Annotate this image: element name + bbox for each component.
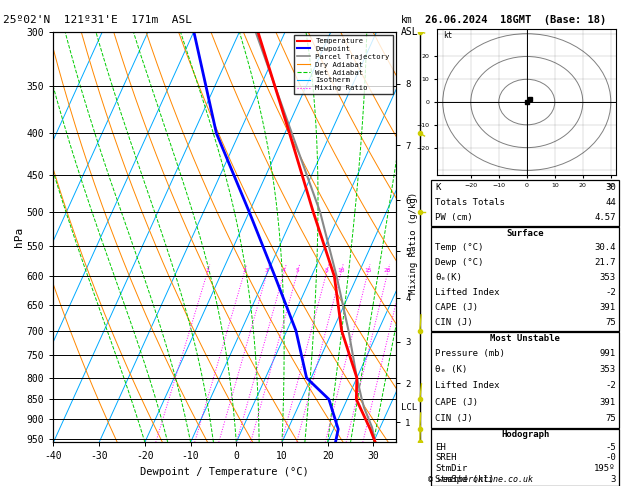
Text: SREH: SREH bbox=[435, 453, 457, 462]
Text: 353: 353 bbox=[599, 365, 616, 374]
Text: K: K bbox=[435, 183, 441, 192]
Text: StmDir: StmDir bbox=[435, 464, 467, 473]
Text: -0: -0 bbox=[605, 453, 616, 462]
Text: PW (cm): PW (cm) bbox=[435, 212, 473, 222]
Text: CAPE (J): CAPE (J) bbox=[435, 398, 478, 406]
Text: 10: 10 bbox=[337, 268, 345, 273]
Text: Hodograph: Hodograph bbox=[501, 431, 549, 439]
Text: 44: 44 bbox=[605, 198, 616, 207]
Text: 75: 75 bbox=[605, 414, 616, 423]
Text: 5: 5 bbox=[295, 268, 299, 273]
Text: 8: 8 bbox=[325, 268, 328, 273]
Text: 1: 1 bbox=[205, 268, 209, 273]
Text: -2: -2 bbox=[605, 288, 616, 297]
Text: 21.7: 21.7 bbox=[594, 258, 616, 267]
Text: -2: -2 bbox=[605, 382, 616, 390]
X-axis label: Dewpoint / Temperature (°C): Dewpoint / Temperature (°C) bbox=[140, 467, 309, 477]
Text: kt: kt bbox=[443, 31, 452, 40]
Text: 4: 4 bbox=[282, 268, 286, 273]
Text: Dewp (°C): Dewp (°C) bbox=[435, 258, 484, 267]
Text: Mixing Ratio (g/kg): Mixing Ratio (g/kg) bbox=[409, 192, 418, 294]
Text: 3: 3 bbox=[610, 475, 616, 484]
Text: 391: 391 bbox=[599, 398, 616, 406]
Text: Pressure (mb): Pressure (mb) bbox=[435, 349, 505, 358]
Text: ASL: ASL bbox=[401, 27, 419, 37]
Text: 195º: 195º bbox=[594, 464, 616, 473]
Text: Lifted Index: Lifted Index bbox=[435, 382, 500, 390]
Text: 15: 15 bbox=[364, 268, 371, 273]
Text: 391: 391 bbox=[599, 303, 616, 312]
Text: EH: EH bbox=[435, 443, 446, 451]
Text: θₑ (K): θₑ (K) bbox=[435, 365, 467, 374]
Text: 4.57: 4.57 bbox=[594, 212, 616, 222]
Text: © weatheronline.co.uk: © weatheronline.co.uk bbox=[428, 474, 533, 484]
Text: 991: 991 bbox=[599, 349, 616, 358]
Text: Lifted Index: Lifted Index bbox=[435, 288, 500, 297]
Text: 26.06.2024  18GMT  (Base: 18): 26.06.2024 18GMT (Base: 18) bbox=[425, 15, 606, 25]
Text: 30: 30 bbox=[605, 183, 616, 192]
Text: 75: 75 bbox=[605, 318, 616, 327]
Y-axis label: hPa: hPa bbox=[14, 227, 24, 247]
Text: CIN (J): CIN (J) bbox=[435, 318, 473, 327]
Text: CIN (J): CIN (J) bbox=[435, 414, 473, 423]
Text: LCL: LCL bbox=[401, 403, 418, 412]
Text: StmSpd (kt): StmSpd (kt) bbox=[435, 475, 494, 484]
Text: Most Unstable: Most Unstable bbox=[490, 334, 560, 343]
Text: 25º02'N  121º31'E  171m  ASL: 25º02'N 121º31'E 171m ASL bbox=[3, 15, 192, 25]
Text: 20: 20 bbox=[384, 268, 391, 273]
Text: 3: 3 bbox=[265, 268, 269, 273]
Text: θₑ(K): θₑ(K) bbox=[435, 273, 462, 282]
Text: Surface: Surface bbox=[506, 229, 544, 238]
Text: 353: 353 bbox=[599, 273, 616, 282]
Text: CAPE (J): CAPE (J) bbox=[435, 303, 478, 312]
Text: -5: -5 bbox=[605, 443, 616, 451]
Legend: Temperature, Dewpoint, Parcel Trajectory, Dry Adiabat, Wet Adiabat, Isotherm, Mi: Temperature, Dewpoint, Parcel Trajectory… bbox=[294, 35, 392, 94]
Text: 2: 2 bbox=[242, 268, 246, 273]
Text: 30.4: 30.4 bbox=[594, 243, 616, 252]
Text: km: km bbox=[401, 15, 413, 25]
Text: Totals Totals: Totals Totals bbox=[435, 198, 505, 207]
Text: Temp (°C): Temp (°C) bbox=[435, 243, 484, 252]
